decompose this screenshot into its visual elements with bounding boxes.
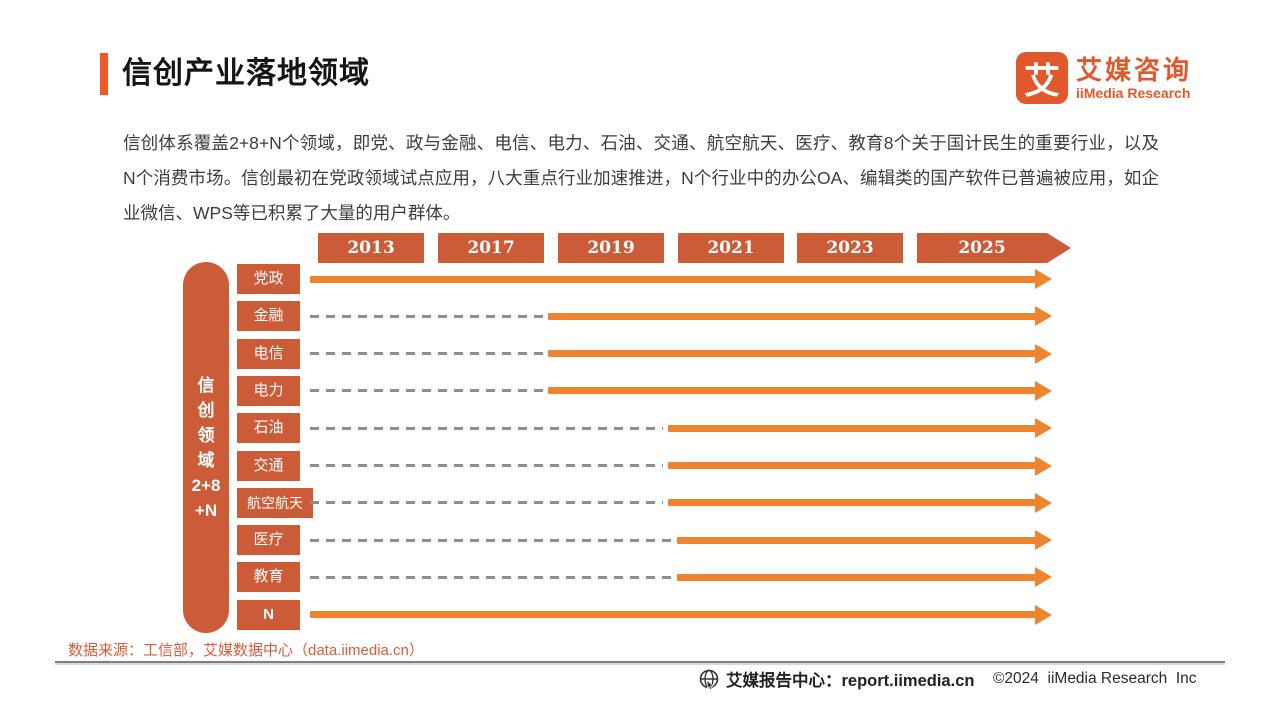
intro-paragraph: 信创体系覆盖2+8+N个领域，即党、政与金融、电信、电力、石油、交通、航空航天、… bbox=[123, 133, 1159, 223]
timeline-arrow-head bbox=[1035, 418, 1052, 439]
timeline-arrow bbox=[668, 499, 1036, 507]
title-accent-bar bbox=[100, 53, 108, 95]
row-label-航空航天: 航空航天 bbox=[237, 487, 313, 518]
row-label-教育: 教育 bbox=[237, 562, 300, 593]
row-label-医疗: 医疗 bbox=[237, 525, 300, 556]
timeline-arrow-head bbox=[1035, 269, 1052, 289]
timeline-dashed-segment bbox=[310, 389, 544, 393]
timeline-dashed-segment bbox=[310, 538, 672, 542]
axis-pill: 信 创 领 域 2+8 +N bbox=[183, 262, 229, 633]
year-box-2023: 2023 bbox=[797, 233, 903, 263]
footer-divider bbox=[55, 661, 1225, 663]
page-title: 信创产业落地领域 bbox=[122, 57, 370, 90]
iimedia-logo-icon: 艾 bbox=[1016, 52, 1068, 104]
timeline-dashed-segment bbox=[310, 314, 544, 318]
timeline-arrow bbox=[548, 350, 1036, 358]
year-box-2017: 2017 bbox=[438, 233, 544, 263]
timeline-dashed-segment bbox=[310, 352, 544, 356]
timeline-arrow bbox=[548, 387, 1036, 395]
timeline-arrow-head bbox=[1035, 567, 1052, 588]
timeline-arrow bbox=[548, 312, 1036, 320]
timeline-dashed-segment bbox=[310, 501, 664, 505]
footer-copyright: ©2024 iiMedia Research Inc bbox=[993, 670, 1197, 687]
year-box-2013: 2013 bbox=[318, 233, 424, 263]
year-box-2021: 2021 bbox=[678, 233, 784, 263]
logo-name-en: iiMedia Research bbox=[1076, 84, 1191, 101]
timeline-dashed-segment bbox=[310, 426, 664, 430]
timeline-dashed-segment bbox=[310, 464, 664, 467]
timeline-arrow-head bbox=[1035, 380, 1052, 401]
row-label-党政: 党政 bbox=[237, 264, 300, 294]
footer-report-text: 艾媒报告中心：report.iimedia.cn bbox=[726, 672, 975, 690]
timeline-arrow bbox=[676, 536, 1036, 544]
globe-icon bbox=[699, 669, 719, 690]
row-label-N: N bbox=[237, 599, 300, 630]
timeline-arrow bbox=[668, 462, 1036, 469]
logo-name-cn: 艾媒咨询 bbox=[1076, 54, 1193, 85]
timeline-arrow bbox=[310, 611, 1036, 619]
timeline-arrow-head bbox=[1035, 455, 1052, 476]
iimedia-logo-text: 艾媒咨询 iiMedia Research bbox=[1076, 57, 1192, 100]
footer-report-center: 艾媒报告中心：report.iimedia.cn bbox=[698, 667, 974, 691]
timeline-arrow-head bbox=[1035, 530, 1052, 551]
iimedia-logo: 艾 艾媒咨询 iiMedia Research bbox=[1016, 52, 1192, 104]
timeline-arrow-head bbox=[1035, 306, 1052, 327]
timeline-arrow-head bbox=[1035, 343, 1052, 364]
timeline-arrow-head bbox=[1035, 604, 1052, 625]
axis-pill-label: 信 创 领 域 2+8 +N bbox=[191, 375, 221, 520]
data-source-note: 数据来源：工信部，艾媒数据中心（data.iimedia.cn） bbox=[68, 642, 424, 659]
row-label-交通: 交通 bbox=[237, 450, 300, 481]
row-label-石油: 石油 bbox=[237, 413, 300, 444]
timeline-dashed-segment bbox=[310, 575, 672, 579]
year-box-2019: 2019 bbox=[558, 233, 664, 263]
row-label-电力: 电力 bbox=[237, 375, 300, 406]
year-box-2025: 2025 bbox=[917, 233, 1071, 263]
timeline-arrow-head bbox=[1035, 492, 1052, 513]
timeline-arrow bbox=[676, 573, 1036, 581]
timeline-arrow bbox=[668, 424, 1036, 432]
row-label-电信: 电信 bbox=[237, 338, 300, 369]
timeline-arrow bbox=[310, 275, 1036, 283]
row-label-金融: 金融 bbox=[237, 301, 300, 332]
